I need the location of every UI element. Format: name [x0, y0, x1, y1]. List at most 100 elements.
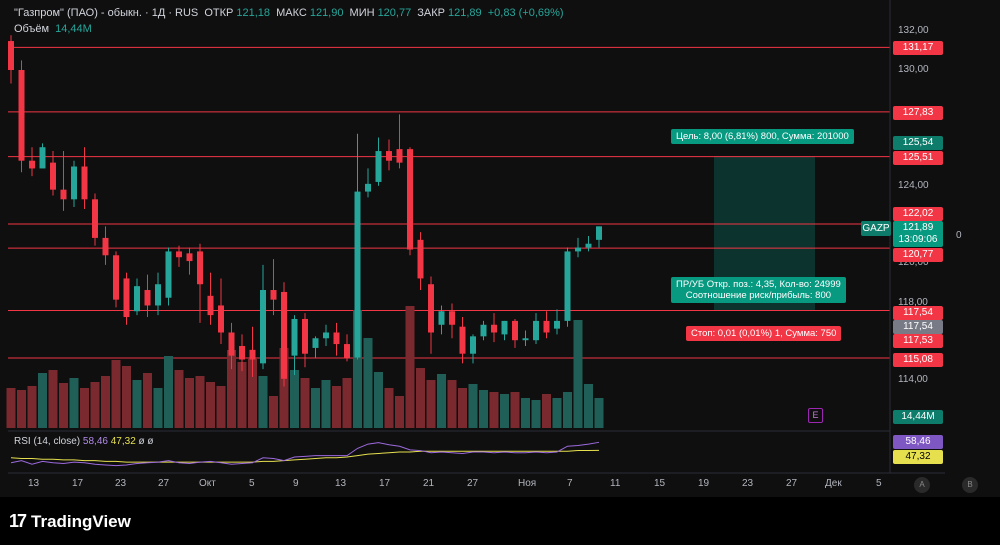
time-tick: 19: [698, 478, 710, 489]
volume-bar: [101, 376, 110, 428]
candle-body: [176, 251, 182, 258]
volume-bar: [237, 362, 247, 428]
entry-price-tag[interactable]: 117,54: [893, 320, 943, 334]
candle-body: [491, 324, 497, 333]
volume-bars: [6, 306, 604, 428]
rsi-visibility-icons[interactable]: ø ø: [138, 436, 154, 447]
high-value: 121,90: [309, 7, 344, 19]
price-tick: 114,00: [898, 374, 928, 385]
level-tag[interactable]: 131,17: [893, 41, 943, 55]
close-value: 121,89: [448, 7, 482, 19]
candle-body: [18, 70, 25, 161]
volume-label[interactable]: Объём: [14, 23, 50, 35]
volume-bar: [80, 388, 89, 428]
symbol-header: "Газпром" (ПАО) - обыкн. · 1Д · RUS ОТКР…: [14, 7, 567, 19]
candle-body: [323, 332, 329, 339]
candle-body: [239, 345, 245, 360]
symbol-title[interactable]: "Газпром" (ПАО) - обыкн. · 1Д · RUS: [14, 7, 199, 19]
volume-bar: [563, 392, 572, 428]
pnl-label[interactable]: ПР/УБ Откр. поз.: 4,35, Кол-во: 24999 Со…: [671, 277, 846, 303]
candle-body: [459, 326, 466, 354]
time-tick: 17: [72, 478, 84, 489]
horizontal-levels: [8, 46, 890, 359]
time-tick: 5: [876, 478, 882, 489]
volume-bar: [206, 382, 215, 428]
stop-label[interactable]: Стоп: 0,01 (0,01%) 1, Сумма: 750: [686, 326, 842, 341]
volume-bar: [164, 356, 173, 428]
tradingview-logo-icon: 17: [9, 511, 27, 531]
time-tick: Ноя: [518, 478, 537, 489]
candle-body: [396, 149, 403, 163]
time-tick: 5: [249, 478, 255, 489]
settings-b-button[interactable]: B: [962, 477, 978, 493]
time-tick: 13: [28, 478, 40, 489]
volume-bar: [521, 398, 530, 428]
volume-bar: [69, 378, 79, 428]
time-tick: 27: [158, 478, 170, 489]
auto-scale-button[interactable]: A: [914, 477, 930, 493]
chart-panel[interactable]: "Газпром" (ПАО) - обыкн. · 1Д · RUS ОТКР…: [0, 0, 1000, 497]
volume-bar: [468, 384, 478, 428]
volume-bar: [531, 400, 541, 428]
candle-body: [543, 320, 550, 333]
last-price-tag[interactable]: 121,89 13:09:06: [893, 221, 943, 247]
volume-bar: [174, 370, 184, 428]
candle-body: [8, 41, 14, 70]
time-tick: Дек: [825, 478, 842, 489]
level-tag[interactable]: 127,83: [893, 106, 943, 120]
level-tag[interactable]: 117,54: [893, 306, 943, 320]
time-tick: 9: [293, 478, 299, 489]
level-tag[interactable]: 115,08: [893, 353, 943, 367]
time-tick: 15: [654, 478, 666, 489]
candle-body: [92, 199, 98, 238]
symbol-tag[interactable]: GAZP: [861, 221, 891, 236]
time-tick: Окт: [199, 478, 216, 489]
volume-bar: [447, 380, 457, 428]
level-tag[interactable]: 120,77: [893, 248, 943, 262]
candle-body: [197, 251, 203, 285]
high-label: МАКС: [276, 7, 307, 19]
rsi-label[interactable]: RSI (14, close): [14, 436, 81, 447]
time-tick: 27: [786, 478, 798, 489]
volume-bar: [353, 310, 362, 428]
volume-bar: [48, 370, 58, 428]
level-tag[interactable]: 125,51: [893, 151, 943, 165]
low-label: МИН: [349, 7, 375, 19]
candle-body: [585, 243, 592, 248]
candle-body: [50, 162, 56, 190]
level-tag[interactable]: 122,02: [893, 207, 943, 221]
candle-body: [270, 290, 277, 300]
candle-body: [260, 290, 266, 364]
candle-body: [522, 338, 529, 341]
change-value: +0,83 (+0,69%): [487, 7, 564, 19]
events-badge[interactable]: E: [808, 408, 823, 423]
pnl-line-1: ПР/УБ Откр. поз.: 4,35, Кол-во: 24999: [676, 279, 841, 290]
candle-body: [375, 151, 382, 182]
tradingview-logo[interactable]: 17 TradingView: [9, 511, 131, 532]
candle-body: [354, 191, 361, 358]
volume-bar: [458, 388, 467, 428]
candle-body: [39, 147, 46, 169]
chart-canvas[interactable]: [0, 0, 1000, 497]
volume-bar: [342, 378, 352, 428]
volume-bar: [500, 394, 509, 428]
candle-body: [291, 318, 298, 356]
candle-body: [438, 311, 445, 325]
stop-price-tag[interactable]: 117,53: [893, 334, 943, 348]
price-tick: 120,00: [898, 257, 929, 268]
candle-body: [249, 349, 256, 360]
last-price: 121,89: [902, 222, 934, 233]
volume-bar: [594, 398, 604, 428]
candle-body: [102, 237, 109, 256]
candle-body: [470, 336, 476, 354]
volume-bar: [510, 392, 520, 428]
candle-body: [165, 251, 172, 298]
target-price-tag[interactable]: 125,54: [893, 136, 943, 150]
volume-bar: [258, 376, 268, 428]
close-label: ЗАКР: [417, 7, 446, 19]
candle-body: [596, 226, 602, 240]
target-label[interactable]: Цель: 8,00 (6,81%) 800, Сумма: 201000: [671, 129, 854, 144]
time-tick: 13: [335, 478, 347, 489]
bar-countdown: 13:09:06: [898, 234, 938, 245]
